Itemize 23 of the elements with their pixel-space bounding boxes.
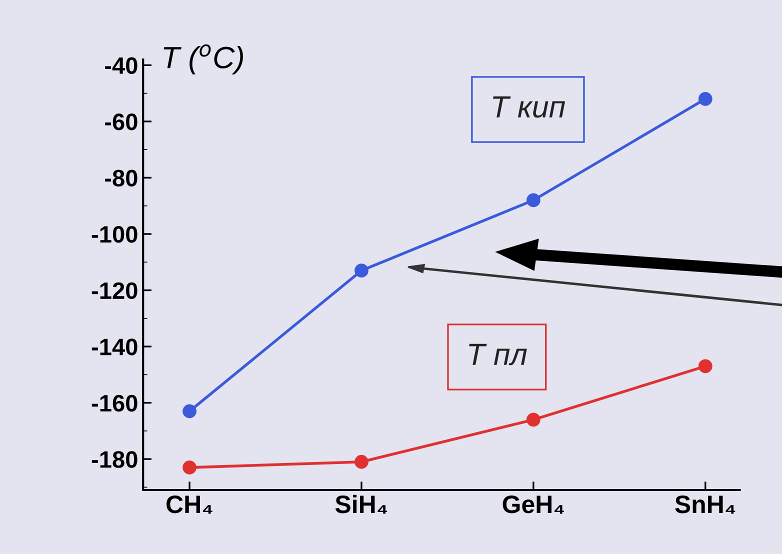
series-label: T кип	[493, 96, 566, 118]
point	[526, 412, 540, 427]
y-tick-label: -120	[92, 282, 138, 300]
point	[182, 460, 196, 474]
point	[526, 193, 540, 208]
point	[354, 264, 368, 278]
y-tick-label: -80	[105, 170, 138, 187]
point	[698, 92, 712, 106]
x-tick-label: SiH₄	[335, 494, 388, 514]
y-tick-label: -100	[92, 226, 138, 243]
point	[182, 404, 196, 418]
y-tick-label: -60	[105, 114, 138, 130]
x-tick-label: CH₄	[166, 496, 212, 514]
y-tick-label: -160	[92, 394, 138, 412]
point	[354, 454, 368, 469]
y-tick-label: -40	[105, 57, 138, 74]
x-tick-label: GeH₄	[502, 496, 564, 514]
point	[698, 359, 712, 374]
x-tick-label: SnH₄	[675, 496, 736, 514]
y-tick-label: -140	[92, 338, 138, 356]
y-axis-title: T ($^{o}$C)	[164, 44, 243, 74]
series-label: T пл	[469, 344, 527, 366]
y-tick-label: -180	[92, 451, 138, 468]
